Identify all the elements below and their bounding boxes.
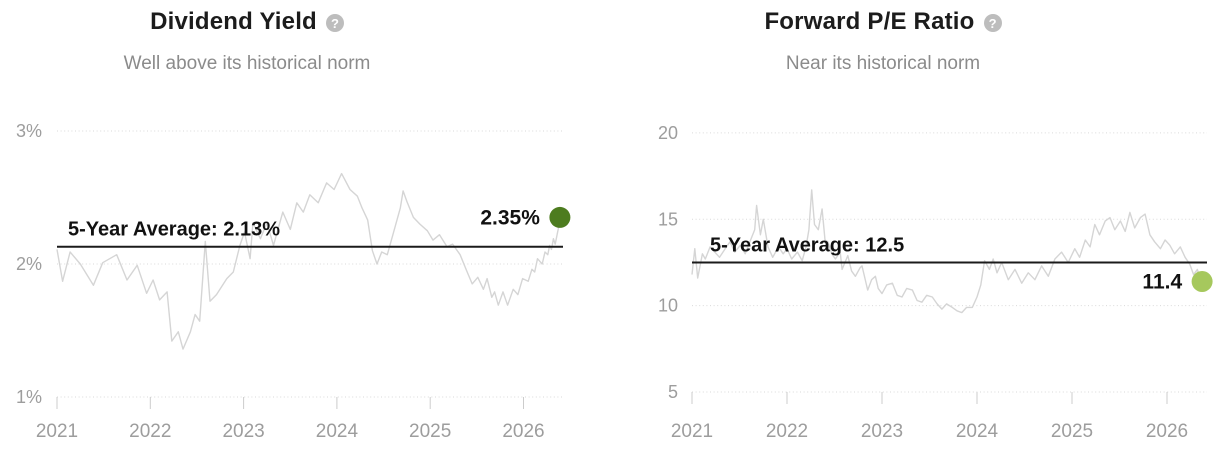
x-axis-label: 2023 (222, 421, 264, 442)
x-axis-label: 2023 (861, 421, 903, 442)
x-axis-label: 2021 (36, 421, 78, 442)
forward-pe-header: Forward P/E Ratio ? Near its historical … (613, 8, 1153, 75)
average-line-label: 5-Year Average: 2.13% (68, 219, 280, 241)
dividend-yield-title-row: Dividend Yield ? (0, 8, 494, 36)
question-mark-icon[interactable]: ? (325, 14, 344, 32)
x-axis-label: 2026 (502, 421, 544, 442)
chart-subtitle: Near its historical norm (785, 53, 981, 74)
x-axis-label: 2025 (409, 421, 451, 442)
current-value-dot[interactable] (549, 206, 571, 228)
dividend-yield-header: Dividend Yield ? Well above its historic… (0, 8, 494, 75)
series-line (691, 189, 1203, 314)
x-axis-label: 2022 (129, 421, 171, 442)
forward-pe-plot: 20 15 10 5 2021 2022 2023 2024 2025 2026 5-Year Av… (658, 123, 1213, 442)
current-value-label: 2.35% (480, 206, 540, 229)
y-axis-label: 10 (658, 296, 678, 316)
average-line-label: 5-Year Average: 12.5 (710, 234, 904, 256)
forward-pe-title-row: Forward P/E Ratio ? (613, 8, 1153, 36)
chart-subtitle: Well above its historical norm (123, 53, 371, 74)
current-value-dot[interactable] (1191, 271, 1213, 292)
x-axis-label: 2024 (956, 421, 999, 442)
question-mark-icon[interactable]: ? (983, 14, 1002, 32)
series-line (56, 172, 561, 350)
y-axis-label: 1% (16, 387, 42, 407)
x-axis-label: 2025 (1051, 421, 1093, 442)
y-axis-label: 5 (668, 382, 678, 402)
x-axis-label: 2024 (316, 421, 359, 442)
y-axis-label: 15 (658, 209, 678, 229)
chart-title: Dividend Yield (150, 8, 317, 35)
x-axis-label: 2026 (1146, 421, 1188, 442)
y-axis-label: 20 (658, 123, 678, 143)
chart-title: Forward P/E Ratio (764, 8, 975, 35)
y-axis-label: 2% (16, 254, 42, 274)
dividend-yield-plot: 3% 2% 1% 2021 2022 2023 2024 2025 2026 5-Year Ave… (16, 121, 571, 442)
current-value-label: 11.4 (1142, 270, 1182, 293)
x-axis-label: 2022 (766, 421, 808, 442)
x-axis-label: 2021 (671, 421, 713, 442)
y-axis-label: 3% (16, 121, 42, 141)
